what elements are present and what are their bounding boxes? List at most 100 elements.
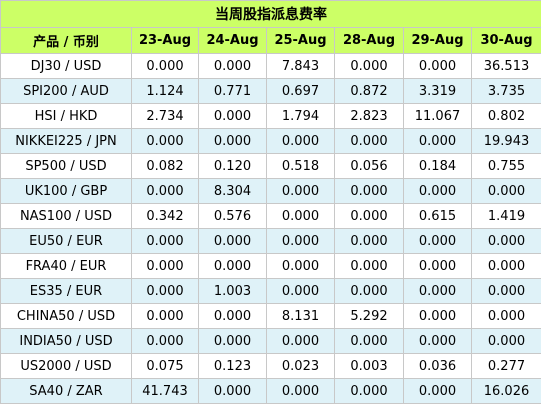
table-title: 当周股指派息费率 xyxy=(0,0,541,28)
rate-cell: 0.000 xyxy=(334,53,404,79)
rate-cell: 0.000 xyxy=(403,253,472,279)
rate-cell: 0.000 xyxy=(198,378,267,404)
rate-cell: 0.000 xyxy=(131,278,199,304)
rate-cell: 16.026 xyxy=(470,378,541,404)
rate-cell: 36.513 xyxy=(470,53,541,79)
rate-cell: 0.120 xyxy=(198,153,267,179)
rate-cell: 0.615 xyxy=(403,203,472,229)
rate-cell: 7.843 xyxy=(266,53,335,79)
rate-cell: 0.000 xyxy=(131,228,199,254)
rate-cell: 0.000 xyxy=(403,128,472,154)
rate-cell: 0.000 xyxy=(403,278,472,304)
rate-cell: 0.000 xyxy=(334,328,404,354)
rate-cell: 0.075 xyxy=(131,353,199,379)
rate-cell: 0.000 xyxy=(334,128,404,154)
product-cell: EU50 / EUR xyxy=(0,228,132,254)
rate-cell: 0.000 xyxy=(403,303,472,329)
product-cell: INDIA50 / USD xyxy=(0,328,132,354)
rate-cell: 0.036 xyxy=(403,353,472,379)
rate-cell: 1.794 xyxy=(266,103,335,129)
rate-cell: 0.000 xyxy=(198,303,267,329)
table-row: ES35 / EUR 0.000 1.003 0.000 0.000 0.000 0.000 xyxy=(0,278,541,304)
rate-cell: 0.000 xyxy=(266,378,335,404)
rate-cell: 0.082 xyxy=(131,153,199,179)
rate-cell: 0.000 xyxy=(403,378,472,404)
header-date: 25-Aug xyxy=(266,27,335,54)
rate-cell: 0.000 xyxy=(266,253,335,279)
rate-cell: 0.000 xyxy=(334,178,404,204)
header-date: 23-Aug xyxy=(131,27,199,54)
rate-cell: 2.734 xyxy=(131,103,199,129)
rate-cell: 0.000 xyxy=(470,253,541,279)
rate-cell: 11.067 xyxy=(403,103,472,129)
rate-cell: 0.000 xyxy=(198,53,267,79)
rate-cell: 0.518 xyxy=(266,153,335,179)
product-cell: SP500 / USD xyxy=(0,153,132,179)
table-row: NIKKEI225 / JPN 0.000 0.000 0.000 0.000 0.000… xyxy=(0,128,541,154)
product-cell: NAS100 / USD xyxy=(0,203,132,229)
table-body: DJ30 / USD 0.000 0.000 7.843 0.000 0.000 36.51… xyxy=(0,53,541,404)
table-row: UK100 / GBP 0.000 8.304 0.000 0.000 0.000 0.00… xyxy=(0,178,541,204)
rate-cell: 0.000 xyxy=(334,203,404,229)
rate-cell: 0.872 xyxy=(334,78,404,104)
rate-cell: 0.000 xyxy=(198,128,267,154)
rate-cell: 41.743 xyxy=(131,378,199,404)
product-cell: SA40 / ZAR xyxy=(0,378,132,404)
rate-cell: 0.000 xyxy=(470,278,541,304)
rate-cell: 0.003 xyxy=(334,353,404,379)
header-date: 30-Aug xyxy=(470,27,541,54)
rate-cell: 0.755 xyxy=(470,153,541,179)
rate-cell: 0.576 xyxy=(198,203,267,229)
rate-cell: 0.000 xyxy=(198,328,267,354)
product-cell: HSI / HKD xyxy=(0,103,132,129)
rate-cell: 0.000 xyxy=(470,328,541,354)
rate-cell: 1.003 xyxy=(198,278,267,304)
rate-cell: 3.319 xyxy=(403,78,472,104)
rate-cell: 0.000 xyxy=(266,178,335,204)
rate-cell: 19.943 xyxy=(470,128,541,154)
product-cell: CHINA50 / USD xyxy=(0,303,132,329)
rate-cell: 0.000 xyxy=(131,303,199,329)
rate-cell: 0.184 xyxy=(403,153,472,179)
table-row: SP500 / USD 0.082 0.120 0.518 0.056 0.184 0.75… xyxy=(0,153,541,179)
rate-cell: 0.000 xyxy=(266,228,335,254)
header-date: 24-Aug xyxy=(198,27,267,54)
rate-cell: 0.000 xyxy=(131,128,199,154)
table-row: FRA40 / EUR 0.000 0.000 0.000 0.000 0.000 0.00… xyxy=(0,253,541,279)
table-row: CHINA50 / USD 0.000 0.000 8.131 5.292 0.000 0.… xyxy=(0,303,541,329)
rate-cell: 0.000 xyxy=(266,278,335,304)
rate-cell: 0.000 xyxy=(266,328,335,354)
rate-cell: 1.419 xyxy=(470,203,541,229)
table-row: SPI200 / AUD 1.124 0.771 0.697 0.872 3.319 3.7… xyxy=(0,78,541,104)
table-row: DJ30 / USD 0.000 0.000 7.843 0.000 0.000 36.51… xyxy=(0,53,541,79)
rate-cell: 0.802 xyxy=(470,103,541,129)
rate-cell: 3.735 xyxy=(470,78,541,104)
product-cell: NIKKEI225 / JPN xyxy=(0,128,132,154)
table-row: EU50 / EUR 0.000 0.000 0.000 0.000 0.000 0.000 xyxy=(0,228,541,254)
rate-cell: 5.292 xyxy=(334,303,404,329)
product-cell: DJ30 / USD xyxy=(0,53,132,79)
rate-cell: 0.000 xyxy=(266,128,335,154)
rate-cell: 0.000 xyxy=(131,178,199,204)
table-title-row: 当周股指派息费率 xyxy=(0,0,541,28)
rate-cell: 0.342 xyxy=(131,203,199,229)
rate-cell: 0.000 xyxy=(403,328,472,354)
rate-cell: 0.000 xyxy=(334,228,404,254)
rate-cell: 0.697 xyxy=(266,78,335,104)
header-date: 28-Aug xyxy=(334,27,404,54)
rate-cell: 1.124 xyxy=(131,78,199,104)
product-cell: FRA40 / EUR xyxy=(0,253,132,279)
rate-cell: 0.771 xyxy=(198,78,267,104)
product-cell: ES35 / EUR xyxy=(0,278,132,304)
rate-cell: 0.000 xyxy=(131,328,199,354)
rate-cell: 0.000 xyxy=(131,53,199,79)
rate-cell: 0.000 xyxy=(131,253,199,279)
rate-cell: 0.277 xyxy=(470,353,541,379)
rate-cell: 0.000 xyxy=(334,253,404,279)
rate-cell: 0.000 xyxy=(334,278,404,304)
rate-cell: 0.000 xyxy=(403,53,472,79)
rate-cell: 0.000 xyxy=(266,203,335,229)
rate-cell: 0.000 xyxy=(470,178,541,204)
rate-cell: 0.000 xyxy=(470,303,541,329)
